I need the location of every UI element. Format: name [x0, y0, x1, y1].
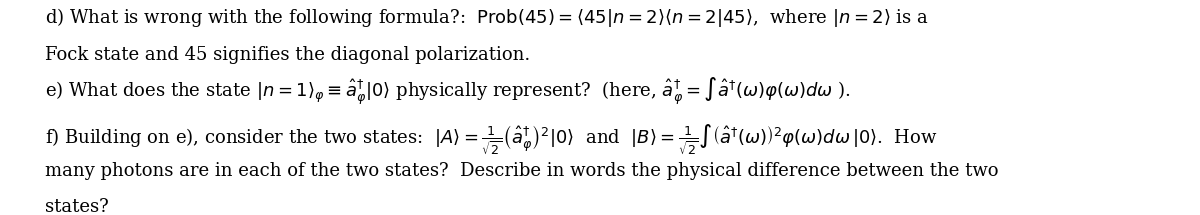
Text: d) What is wrong with the following formula?:  $\mathrm{Prob}(45) = \langle 45 |: d) What is wrong with the following form… [44, 6, 929, 29]
Text: e) What does the state $|n=1\rangle_{\varphi} \equiv \hat{a}^{\dagger}_{\varphi}: e) What does the state $|n=1\rangle_{\va… [44, 75, 851, 107]
Text: f) Building on e), consider the two states:  $|A\rangle = \frac{1}{\sqrt{2}}\lef: f) Building on e), consider the two stat… [44, 122, 937, 157]
Text: many photons are in each of the two states?  Describe in words the physical diff: many photons are in each of the two stat… [44, 162, 998, 180]
Text: Fock state and 45 signifies the diagonal polarization.: Fock state and 45 signifies the diagonal… [44, 46, 530, 64]
Text: states?: states? [44, 198, 108, 215]
